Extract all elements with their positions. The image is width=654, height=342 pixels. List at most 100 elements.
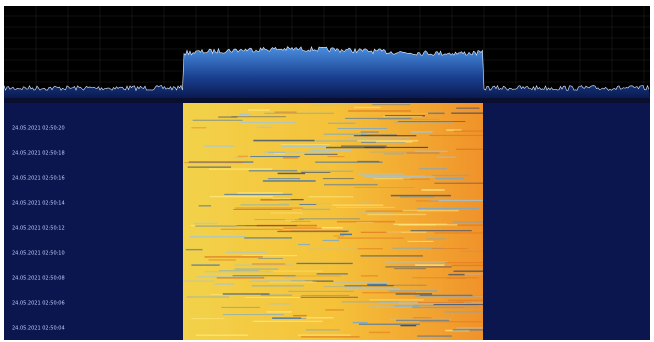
streak (193, 120, 243, 121)
streak (299, 204, 316, 205)
streak (298, 244, 310, 245)
streak (384, 153, 404, 154)
streak (362, 292, 416, 293)
streak (258, 258, 283, 259)
streak (359, 324, 420, 325)
timestamp: 24.05.2021 02:50:06 (12, 301, 65, 307)
streak (184, 162, 243, 163)
streak (326, 147, 385, 149)
streak (432, 248, 468, 249)
streak (317, 273, 348, 274)
streak (187, 296, 230, 297)
timestamp: 24.05.2021 02:50:10 (12, 251, 65, 257)
streak (205, 271, 274, 272)
streak (301, 336, 359, 337)
streak (301, 295, 349, 296)
streak (448, 300, 483, 302)
timestamp: 24.05.2021 02:50:04 (12, 326, 65, 332)
streak (275, 112, 297, 113)
streak (389, 290, 437, 291)
streak (313, 105, 357, 106)
sdr-screen: 24.05.2021 02:50:2024.05.2021 02:50:1824… (0, 0, 654, 342)
streak (283, 276, 296, 278)
streak (301, 171, 353, 172)
streak (199, 205, 211, 206)
streak (453, 270, 483, 272)
streak (451, 113, 483, 114)
streak (328, 123, 355, 124)
streak (231, 116, 286, 117)
streak (452, 265, 483, 266)
streak (250, 156, 300, 157)
streak (434, 183, 483, 184)
streak (221, 307, 260, 308)
streak (279, 230, 343, 231)
streak (383, 116, 422, 117)
streak (419, 168, 447, 169)
streak (223, 293, 270, 295)
streak (223, 314, 284, 315)
streak (224, 194, 292, 195)
streak (195, 225, 236, 226)
streak (385, 266, 451, 267)
streak (241, 204, 290, 205)
streak (278, 173, 306, 174)
streak (348, 110, 411, 111)
streak (436, 178, 464, 180)
streak (325, 309, 344, 310)
streak (252, 263, 285, 264)
streak (281, 144, 330, 145)
streak (324, 184, 378, 185)
streak (249, 170, 298, 172)
streak (369, 332, 390, 334)
streak (252, 285, 304, 286)
timestamp: 24.05.2021 02:50:08 (12, 276, 65, 282)
streak (248, 281, 312, 282)
streak (417, 336, 452, 337)
streak (333, 204, 384, 205)
streak (334, 281, 389, 283)
streak (386, 232, 426, 233)
streak (347, 137, 410, 138)
streak (415, 264, 444, 266)
streak (370, 306, 413, 308)
streak (205, 256, 263, 258)
streak (299, 218, 360, 219)
streak (417, 208, 479, 209)
streak (209, 260, 236, 261)
streak (270, 303, 290, 304)
streak (416, 200, 438, 201)
streak (285, 220, 295, 221)
streak (370, 299, 424, 300)
streak (400, 197, 434, 198)
streak (454, 130, 483, 131)
streak (315, 162, 382, 163)
streak (361, 255, 423, 256)
streak (274, 153, 285, 154)
streak (453, 221, 483, 222)
streak (353, 213, 387, 214)
streak (242, 255, 297, 256)
streak (235, 265, 294, 266)
streak (219, 270, 259, 271)
streak (448, 274, 464, 275)
streak (367, 284, 387, 285)
streak (261, 199, 292, 200)
streak (323, 240, 339, 241)
streak (191, 318, 224, 319)
streak (422, 189, 445, 190)
streak (361, 275, 378, 276)
streak (429, 135, 483, 136)
streak (196, 335, 248, 336)
streak (234, 157, 245, 158)
streak (435, 232, 483, 233)
streak (407, 241, 433, 242)
streak (282, 146, 328, 147)
streak (418, 302, 465, 303)
streak (268, 178, 300, 179)
streak (237, 192, 282, 194)
streak (406, 152, 439, 153)
streak (239, 114, 249, 115)
streak (359, 171, 372, 172)
streak (445, 262, 483, 263)
